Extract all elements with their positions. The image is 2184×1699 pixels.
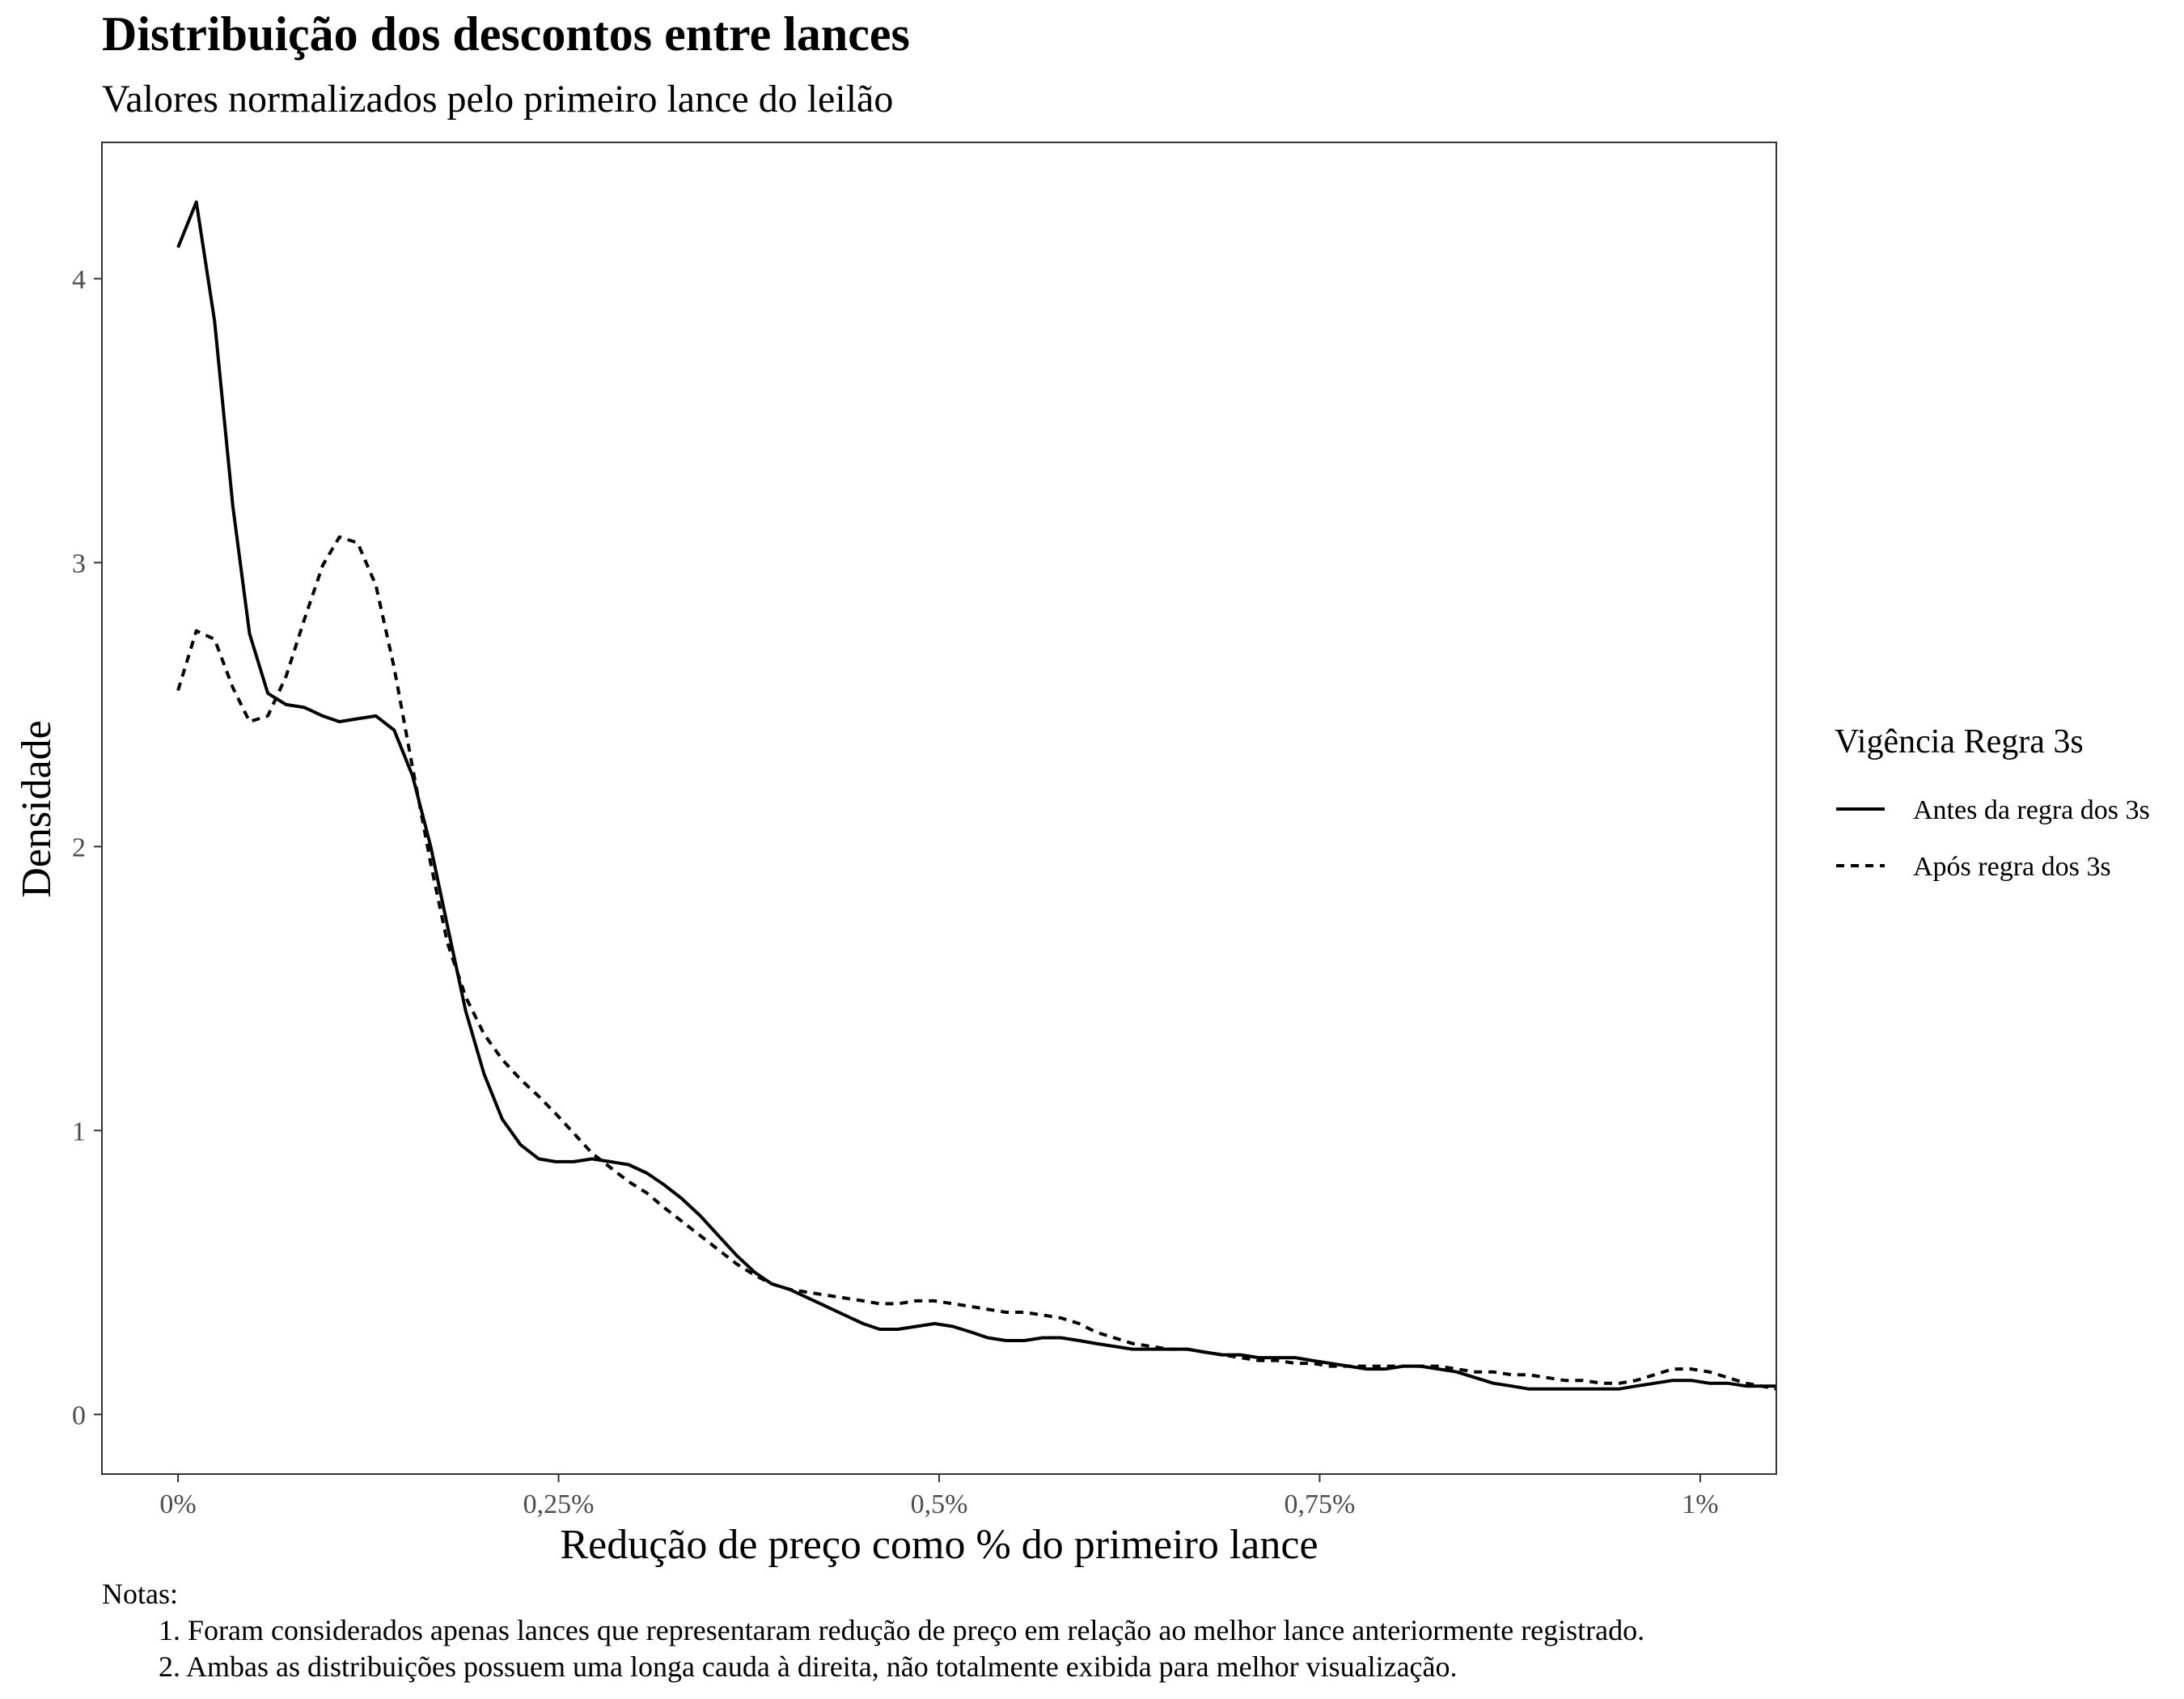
y-tick-label: 2 <box>72 833 86 862</box>
y-tick-label: 4 <box>72 265 86 294</box>
chart-title: Distribuição dos descontos entre lances <box>102 7 910 61</box>
y-tick-label: 1 <box>72 1116 86 1146</box>
legend-title: Vigência Regra 3s <box>1835 723 2084 761</box>
series-line-1 <box>176 200 1776 1391</box>
series-line-2 <box>176 535 1776 1391</box>
y-tick-label: 3 <box>72 549 86 578</box>
x-tick-label: 0% <box>159 1489 196 1519</box>
notes-heading: Notas: <box>102 1578 178 1610</box>
chart-subtitle: Valores normalizados pelo primeiro lance… <box>102 78 893 121</box>
plot-series <box>176 200 1776 1391</box>
plot-panel-border <box>101 142 1777 1475</box>
y-axis: 0 1 2 3 4 <box>72 265 102 1430</box>
x-tick-label: 1% <box>1682 1489 1718 1519</box>
note-item-1: 1. Foram considerados apenas lances que … <box>159 1614 1645 1646</box>
x-tick-label: 0,5% <box>911 1489 968 1519</box>
x-tick-label: 0,75% <box>1285 1489 1356 1519</box>
legend-label-2: Após regra dos 3s <box>1913 852 2111 882</box>
note-item-2: 2. Ambas as distribuições possuem uma lo… <box>159 1650 1458 1683</box>
notes: Notas: 1. Foram considerados apenas lanc… <box>102 1576 1644 1685</box>
legend-label-1: Antes da regra dos 3s <box>1913 795 2150 825</box>
x-axis-label: Redução de preço como % do primeiro lanc… <box>560 1522 1318 1568</box>
y-tick-label: 0 <box>72 1400 86 1430</box>
x-axis: 0% 0,25% 0,5% 0,75% 1% <box>159 1474 1719 1519</box>
legend: Vigência Regra 3s Antes da regra dos 3s A… <box>1835 723 2150 882</box>
x-tick-label: 0,25% <box>523 1489 595 1519</box>
y-axis-label: Densidade <box>14 720 60 897</box>
